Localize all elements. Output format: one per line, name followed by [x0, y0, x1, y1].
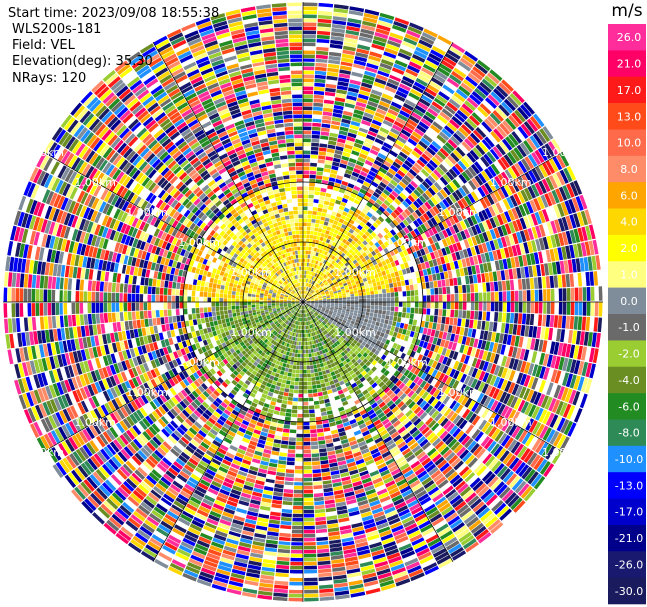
- colorbar-bin: [608, 155, 646, 183]
- colorbar-tick-label: -10.0: [615, 453, 643, 466]
- ring-label: 1.00km: [230, 266, 272, 279]
- colorbar-tick-label: 13.0: [617, 110, 642, 123]
- colorbar-tick-label: 8.0: [620, 163, 638, 176]
- ring-label: 1.00km: [178, 356, 220, 369]
- colorbar-tick-label: -6.0: [618, 400, 639, 413]
- ring-label: 1.00km: [386, 236, 428, 249]
- colorbar-tick-label: -26.0: [615, 559, 643, 572]
- colorbar-bin: [608, 419, 646, 447]
- azimuth-line: [302, 301, 563, 453]
- colorbar-unit: m/s: [611, 1, 642, 21]
- ring-label: 1.00km: [126, 386, 168, 399]
- ring-label: 1.00km: [490, 176, 532, 189]
- ring-label: 1.00km: [334, 326, 376, 339]
- ring-label: 1.00km: [74, 176, 116, 189]
- colorbar-tick-label: -8.0: [618, 427, 639, 440]
- azimuth-line: [43, 151, 304, 303]
- colorbar-tick-label: 6.0: [620, 189, 638, 202]
- elevation-angle: Elevation(deg): 35.30: [12, 54, 153, 69]
- colorbar-tick-label: 10.0: [617, 137, 642, 150]
- ring-label: 1.00km: [334, 266, 376, 279]
- azimuth-line: [302, 151, 563, 303]
- colorbar-bin: [608, 182, 646, 209]
- ring-label: 1.00km: [438, 386, 480, 399]
- colorbar-bin: [608, 551, 646, 578]
- colorbar-tick-label: 26.0: [617, 31, 642, 44]
- ring-label: 1.00km: [22, 146, 64, 159]
- colorbar-tick-label: -30.0: [615, 585, 643, 598]
- colorbar-tick-label: -2.0: [618, 348, 639, 361]
- colorbar-tick-label: -17.0: [615, 506, 643, 519]
- colorbar-tick-label: -13.0: [615, 479, 643, 492]
- colorbar-bin: [608, 50, 646, 78]
- colorbar-tick-label: 1.0: [620, 269, 638, 282]
- ray-count: NRays: 120: [12, 71, 87, 86]
- ring-label: 1.00km: [22, 446, 64, 459]
- start-time: Start time: 2023/09/08 18:55:38: [8, 6, 220, 21]
- colorbar-bin: [608, 366, 646, 394]
- colorbar-bin: [608, 577, 646, 605]
- colorbar-bin: [608, 472, 646, 499]
- colorbar-bin: [608, 234, 646, 262]
- colorbar-tick-label: 17.0: [617, 84, 642, 97]
- colorbar-bin: [608, 314, 646, 341]
- colorbar-bin: [608, 524, 646, 552]
- ring-label: 1.00km: [386, 356, 428, 369]
- colorbar-bin: [608, 103, 646, 130]
- colorbar-tick-label: 21.0: [617, 58, 642, 71]
- ring-label: 1.00km: [542, 146, 584, 159]
- ring-label: 1.00km: [178, 236, 220, 249]
- colorbar-bin: [608, 393, 646, 420]
- ring-label: 1.00km: [126, 206, 168, 219]
- colorbar-bin: [608, 498, 646, 526]
- colorbar-bin: [608, 208, 646, 236]
- range-rings: [2, 1, 603, 603]
- azimuth-line: [43, 301, 304, 453]
- colorbar-tick-label: 2.0: [620, 242, 638, 255]
- colorbar-tick-label: 4.0: [620, 216, 638, 229]
- colorbar-bin: [608, 340, 646, 368]
- colorbar: m/s 26.0 21.0 17.0 13.0 10.0 8.0 6.0 4.0 2.0 1.0 0…: [608, 1, 646, 605]
- azimuth-line: [302, 42, 454, 303]
- colorbar-bin: [608, 287, 646, 315]
- colorbar-tick-label: -4.0: [618, 374, 639, 387]
- azimuth-line: [302, 301, 454, 562]
- field-name: Field: VEL: [12, 38, 75, 53]
- colorbar-bin: [608, 24, 646, 51]
- ring-label: 1.00km: [490, 416, 532, 429]
- colorbar-bin: [608, 76, 646, 104]
- azimuth-line: [152, 301, 304, 562]
- colorbar-bin: [608, 129, 646, 157]
- colorbar-tick-label: -21.0: [615, 532, 643, 545]
- ring-label: 1.00km: [542, 446, 584, 459]
- instrument-name: WLS200s-181: [12, 22, 102, 37]
- ring-label: 1.00km: [438, 206, 480, 219]
- ring-labels: 1.00km 1.00km 1.00km 1.00km 1.00km 1.00km 1.00…: [22, 146, 583, 459]
- ring-label: 1.00km: [74, 416, 116, 429]
- colorbar-bin: [608, 261, 646, 288]
- ring-label: 1.00km: [230, 326, 272, 339]
- colorbar-tick-label: 0.0: [620, 295, 638, 308]
- colorbar-tick-label: -1.0: [618, 321, 639, 334]
- colorbar-bin: [608, 445, 646, 473]
- azimuth-line: [152, 42, 304, 303]
